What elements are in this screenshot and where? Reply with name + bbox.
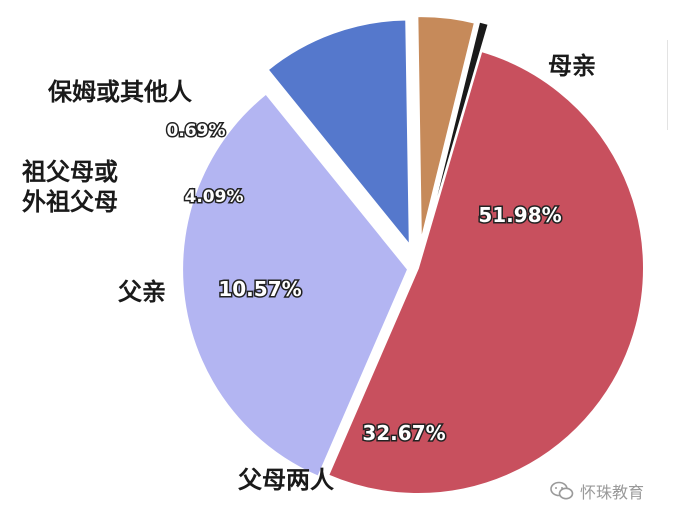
edge-divider: [667, 40, 668, 130]
pie-slice: [326, 49, 645, 495]
value-label: 32.67%: [362, 421, 445, 445]
category-label: 母亲: [548, 52, 596, 80]
category-label: 父母两人: [238, 466, 334, 494]
watermark: 怀珠教育: [550, 479, 644, 503]
category-label: 保姆或其他人: [47, 78, 192, 106]
value-label: 10.57%: [218, 277, 301, 301]
pie-slice: [266, 18, 411, 249]
category-label: 祖父母或外祖父母: [22, 158, 118, 216]
category-label: 父亲: [118, 278, 166, 306]
pie-slice: [424, 20, 490, 242]
watermark-text: 怀珠教育: [579, 483, 644, 502]
value-label: 4.09%: [185, 187, 244, 207]
value-label: 51.98%: [478, 203, 561, 227]
pie-slices: [181, 15, 645, 495]
value-label: 0.69%: [167, 121, 226, 141]
pie-slice: [181, 92, 410, 479]
wechat-icon: [550, 481, 574, 500]
pie-slice: [416, 15, 477, 243]
